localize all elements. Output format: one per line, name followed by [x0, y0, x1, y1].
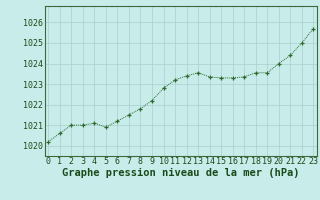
- X-axis label: Graphe pression niveau de la mer (hPa): Graphe pression niveau de la mer (hPa): [62, 168, 300, 178]
